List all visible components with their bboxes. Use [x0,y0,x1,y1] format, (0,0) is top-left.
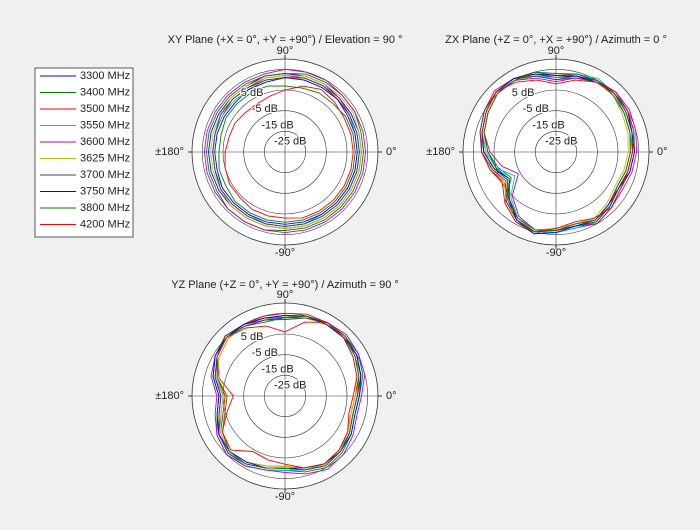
r-tick-label: -25 dB [274,380,306,392]
r-tick-label: -5 dB [252,103,278,115]
r-tick-label: 5 dB [512,87,535,99]
legend-label: 3550 MHz [80,119,130,131]
theta-tick-label: ±180° [426,146,455,158]
theta-tick-label: -90° [275,247,295,259]
pattern-line [483,71,631,231]
grid-ring [535,131,577,173]
chart-title: YZ Plane (+Z = 0°, +Y = +90°) / Azimuth … [171,279,399,291]
theta-tick-label: 90° [548,45,565,57]
pattern-line [481,79,635,233]
legend-label: 3600 MHz [80,136,130,148]
grid-ring [473,69,639,235]
chart-title: XY Plane (+X = 0°, +Y = +90°) / Elevatio… [168,34,403,46]
legend-label: 3300 MHz [80,70,130,82]
pattern-line [214,77,358,225]
pattern-line [224,85,354,219]
grid-ring [514,110,598,194]
legend-label: 3500 MHz [80,103,130,115]
legend-label: 4200 MHz [80,218,130,230]
r-tick-label: -15 dB [532,119,564,131]
pattern-line [216,321,358,469]
grid-ring [264,375,306,417]
legend-label: 3400 MHz [80,86,130,98]
r-tick-label: -5 dB [523,103,549,115]
theta-tick-label: 0° [657,146,668,158]
grid-ring [493,89,619,215]
theta-tick-label: ±180° [155,390,184,402]
r-tick-label: -5 dB [252,347,278,359]
pattern-line [212,77,360,227]
theta-tick-label: 90° [277,45,294,57]
theta-tick-label: 90° [277,289,294,301]
r-tick-label: -25 dB [545,136,577,148]
r-tick-label: -15 dB [261,119,293,131]
r-tick-label: -25 dB [274,136,306,148]
theta-tick-label: ±180° [155,146,184,158]
legend-label: 3800 MHz [80,202,130,214]
legend-box [34,67,134,238]
grid-ring [264,131,306,173]
legend-label: 3700 MHz [80,169,130,181]
theta-tick-label: 0° [386,390,397,402]
theta-tick-label: -90° [546,247,566,259]
chart-title: ZX Plane (+Z = 0°, +X = +90°) / Azimuth … [445,34,667,46]
r-tick-label: 5 dB [241,87,264,99]
pattern-line [210,75,362,229]
r-tick-label: -15 dB [261,363,293,375]
pattern-line [218,85,356,223]
pattern-line [203,68,367,234]
theta-tick-label: 0° [386,146,397,158]
r-tick-label: 5 dB [241,331,264,343]
grid-ring [243,110,327,194]
legend-label: 3750 MHz [80,185,130,197]
legend-label: 3625 MHz [80,152,130,164]
grid-ring [243,354,327,438]
theta-tick-label: -90° [275,491,295,503]
pattern-line [206,73,364,231]
